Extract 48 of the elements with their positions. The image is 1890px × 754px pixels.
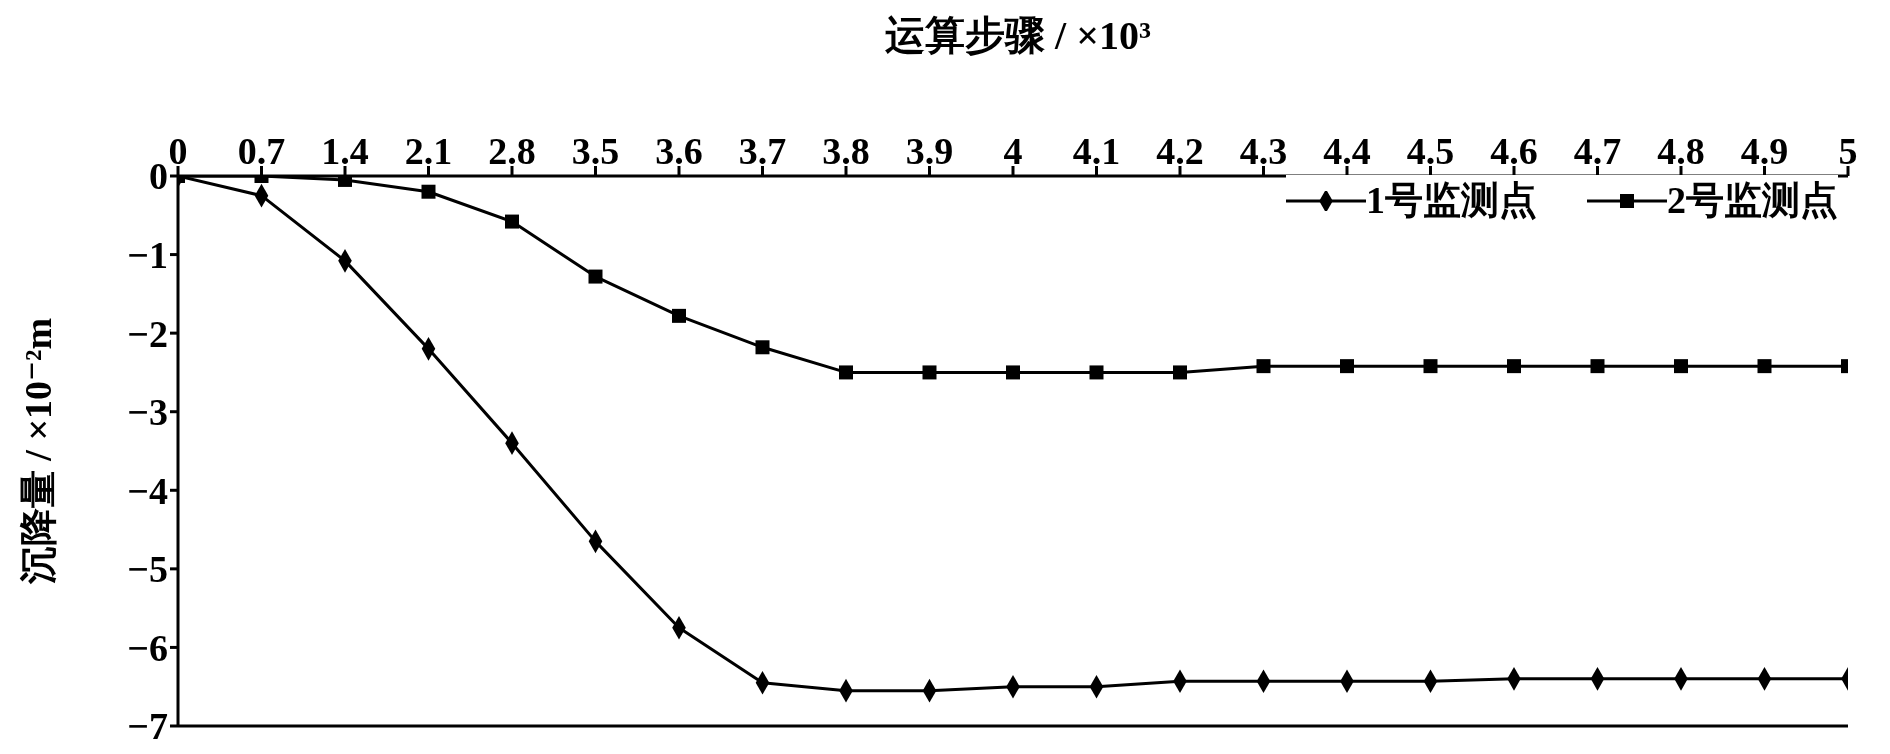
x-tick-label: 2.1	[404, 130, 453, 172]
x-tick-label: 4.8	[1657, 130, 1705, 172]
point	[1590, 359, 1605, 374]
point	[755, 340, 770, 355]
x-tick-label: 4.5	[1406, 130, 1455, 172]
point	[922, 365, 937, 380]
x-tick-label: 4.2	[1156, 130, 1204, 172]
x-tick-label: 3.6	[655, 130, 703, 172]
point	[1089, 365, 1104, 380]
x-tick-label: 3.8	[822, 130, 870, 172]
x-tick-label: 2.8	[488, 130, 536, 172]
point	[1006, 365, 1020, 380]
x-tick-label: 4.3	[1239, 130, 1288, 172]
x-tick-label: 3.9	[905, 130, 954, 172]
y-tick-label: −3	[127, 391, 168, 434]
x-tick-label: 4.7	[1573, 130, 1622, 172]
point	[1757, 359, 1772, 374]
x-axis-title: 运算步骤 / ×10³	[884, 12, 1152, 60]
x-tick-label: 3.5	[571, 130, 620, 172]
y-tick-label: −5	[127, 548, 168, 591]
y-tick-label: −1	[127, 234, 168, 277]
x-tick-label: 4.9	[1740, 130, 1789, 172]
y-tick-label: −4	[127, 469, 168, 512]
point	[505, 214, 519, 229]
x-tick-label: 0.7	[237, 130, 286, 172]
x-tick-label: 4	[1003, 130, 1023, 172]
point	[588, 269, 603, 284]
point	[1173, 365, 1187, 380]
y-tick-label: −6	[127, 626, 168, 669]
legend-label: 2号监测点	[1667, 178, 1838, 223]
x-tick-label: 4.6	[1490, 130, 1538, 172]
point	[421, 184, 436, 199]
x-tick-label: 5	[1838, 130, 1858, 172]
y-axis-title: 沉降量 / ×10⁻²m	[17, 317, 60, 586]
x-tick-label: 4.4	[1323, 130, 1371, 172]
x-tick-label: 4.1	[1072, 130, 1121, 172]
point	[672, 308, 686, 323]
legend-label: 1号监测点	[1366, 178, 1537, 223]
point	[1423, 359, 1438, 374]
y-tick-label: −2	[127, 312, 168, 355]
x-tick-label: 3.7	[738, 130, 787, 172]
point	[839, 365, 853, 380]
point	[1340, 359, 1354, 374]
point	[1256, 359, 1271, 374]
x-tick-label: 1.4	[321, 130, 369, 172]
point	[1674, 359, 1688, 374]
y-tick-label: −7	[127, 705, 168, 748]
point	[1507, 359, 1521, 374]
